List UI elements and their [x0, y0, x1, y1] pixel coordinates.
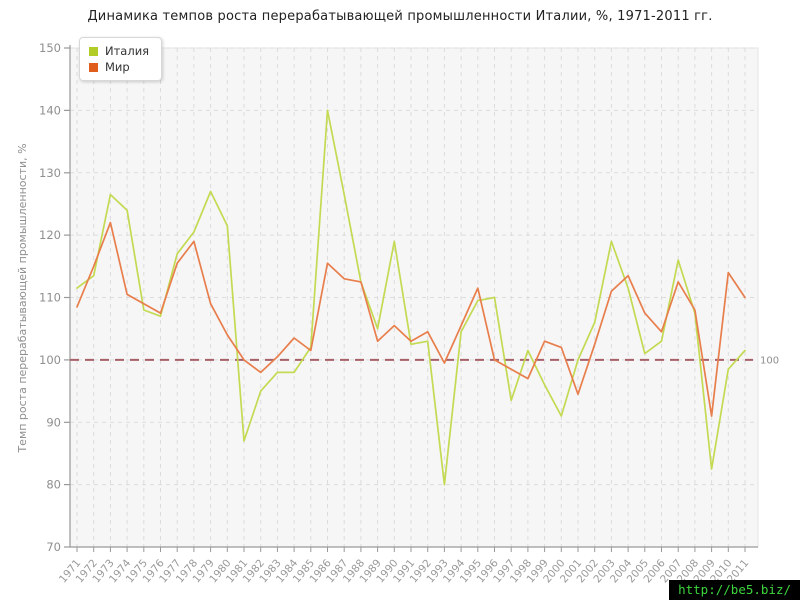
legend-item-label: Италия — [105, 44, 150, 58]
legend-item: Мир — [89, 59, 149, 75]
svg-text:70: 70 — [46, 540, 61, 554]
legend-item: Италия — [89, 43, 149, 59]
legend-marker-icon — [89, 46, 98, 56]
svg-text:110: 110 — [39, 291, 61, 305]
legend-marker-icon — [89, 62, 98, 72]
svg-text:100: 100 — [39, 353, 61, 367]
svg-text:90: 90 — [46, 415, 61, 429]
svg-text:130: 130 — [39, 166, 61, 180]
x-tick-labels: 1971197219731974197519761977197819791980… — [57, 547, 751, 585]
svg-text:150: 150 — [39, 41, 61, 55]
series-line-world — [76, 221, 746, 417]
legend-item-label: Мир — [105, 60, 130, 74]
y-axis-title: Темп роста перерабатывающей промышленнос… — [16, 143, 29, 453]
chart-title: Динамика темпов роста перерабатывающей п… — [87, 9, 713, 24]
gridlines — [70, 47, 758, 547]
reference-line-label: 100 — [760, 355, 779, 366]
watermark-link[interactable]: http://be5.biz/ — [669, 580, 800, 600]
legend: Италия Мир — [79, 37, 163, 81]
svg-text:80: 80 — [46, 478, 61, 492]
y-tick-labels: 70 80 90 100 110 120 130 140 150 — [39, 41, 70, 554]
series-line-italy — [76, 109, 746, 486]
svg-text:140: 140 — [39, 103, 61, 117]
svg-text:120: 120 — [39, 228, 61, 242]
